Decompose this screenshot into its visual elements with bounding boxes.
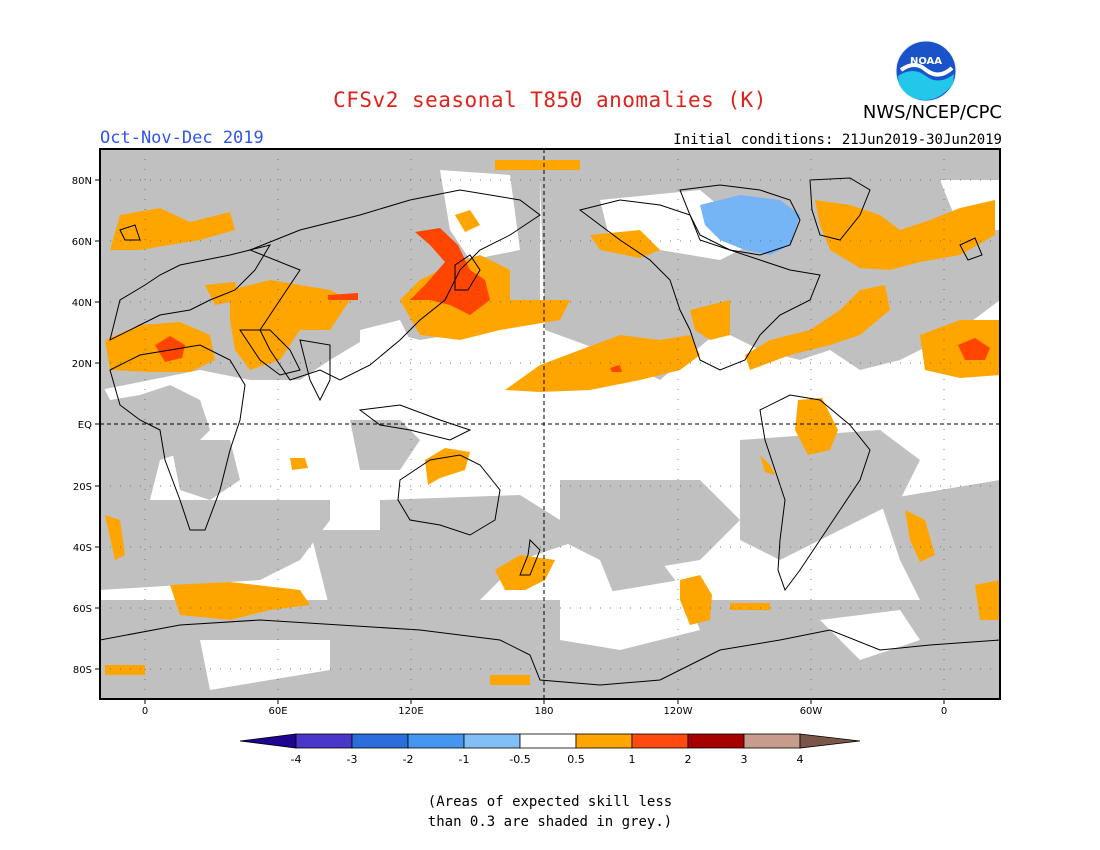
lon-label: 0 bbox=[941, 706, 947, 717]
strong-positive-anomaly-shading bbox=[155, 228, 990, 372]
legend-bin bbox=[687, 733, 745, 749]
lon-axis: 0 60E 120E 180 120W 60W 0 bbox=[142, 699, 947, 717]
legend-tick-label: -1 bbox=[459, 753, 470, 766]
coastlines bbox=[100, 177, 1000, 686]
legend-left-arrow bbox=[239, 733, 297, 749]
lat-label: 20S bbox=[73, 482, 92, 493]
negative-anomaly-greenland bbox=[700, 195, 800, 255]
lat-label: 60N bbox=[72, 237, 92, 248]
agency-label: NWS/NCEP/CPC bbox=[862, 102, 1002, 123]
lon-label: 120E bbox=[398, 706, 423, 717]
legend-tick-label: 0.5 bbox=[567, 753, 585, 766]
positive-anomaly-shading bbox=[105, 160, 1000, 685]
lat-axis: 80N 60N 40N 20N EQ 20S 40S 60S 80S bbox=[72, 176, 100, 676]
noaa-logo-text: NOAA bbox=[910, 56, 942, 67]
lat-label: EQ bbox=[78, 420, 92, 431]
lat-label: 40S bbox=[73, 543, 92, 554]
skill-note-line-2: than 0.3 are shaded in grey.) bbox=[427, 814, 673, 830]
legend-tick-label: 3 bbox=[741, 753, 748, 766]
lat-label: 60S bbox=[73, 604, 92, 615]
legend-bin bbox=[407, 733, 465, 749]
color-legend: -4 -3 -2 -1 -0.5 0.5 1 2 3 4 bbox=[239, 733, 861, 766]
lat-label: 20N bbox=[72, 359, 92, 370]
lat-label: 40N bbox=[72, 298, 92, 309]
legend-bin bbox=[519, 733, 577, 749]
lon-label: 60W bbox=[800, 706, 823, 717]
initial-conditions-label: Initial conditions: 21Jun2019-30Jun2019 bbox=[673, 132, 1002, 148]
lon-label: 60E bbox=[268, 706, 287, 717]
legend-tick-label: 4 bbox=[797, 753, 804, 766]
lat-label: 80S bbox=[73, 665, 92, 676]
legend-bin bbox=[743, 733, 801, 749]
legend-bin bbox=[295, 733, 353, 749]
skill-note-line-1: (Areas of expected skill less bbox=[427, 794, 673, 810]
noaa-logo: NOAA bbox=[895, 40, 957, 102]
legend-tick-label: -0.5 bbox=[509, 753, 530, 766]
legend-bin bbox=[631, 733, 689, 749]
legend-right-arrow bbox=[799, 733, 861, 749]
legend-bin bbox=[351, 733, 409, 749]
legend-bin bbox=[463, 733, 521, 749]
legend-tick-label: 2 bbox=[685, 753, 692, 766]
shading-layer bbox=[100, 149, 1000, 699]
lat-label: 80N bbox=[72, 176, 92, 187]
lon-label: 0 bbox=[142, 706, 148, 717]
anomaly-map: 80N 60N 40N 20N EQ 20S 40S 60S 80S 0 60E… bbox=[72, 148, 1001, 766]
graticule bbox=[100, 149, 1000, 699]
lon-label: 180 bbox=[534, 706, 553, 717]
chart-title: CFSv2 seasonal T850 anomalies (K) bbox=[333, 88, 767, 112]
legend-bin bbox=[575, 733, 633, 749]
lon-label: 120W bbox=[664, 706, 693, 717]
legend-tick-label: -2 bbox=[403, 753, 414, 766]
legend-tick-label: 1 bbox=[629, 753, 636, 766]
skill-note: (Areas of expected skill less than 0.3 a… bbox=[0, 792, 1100, 832]
season-label: Oct-Nov-Dec 2019 bbox=[100, 128, 264, 148]
legend-tick-label: -4 bbox=[291, 753, 302, 766]
legend-tick-label: -3 bbox=[347, 753, 358, 766]
